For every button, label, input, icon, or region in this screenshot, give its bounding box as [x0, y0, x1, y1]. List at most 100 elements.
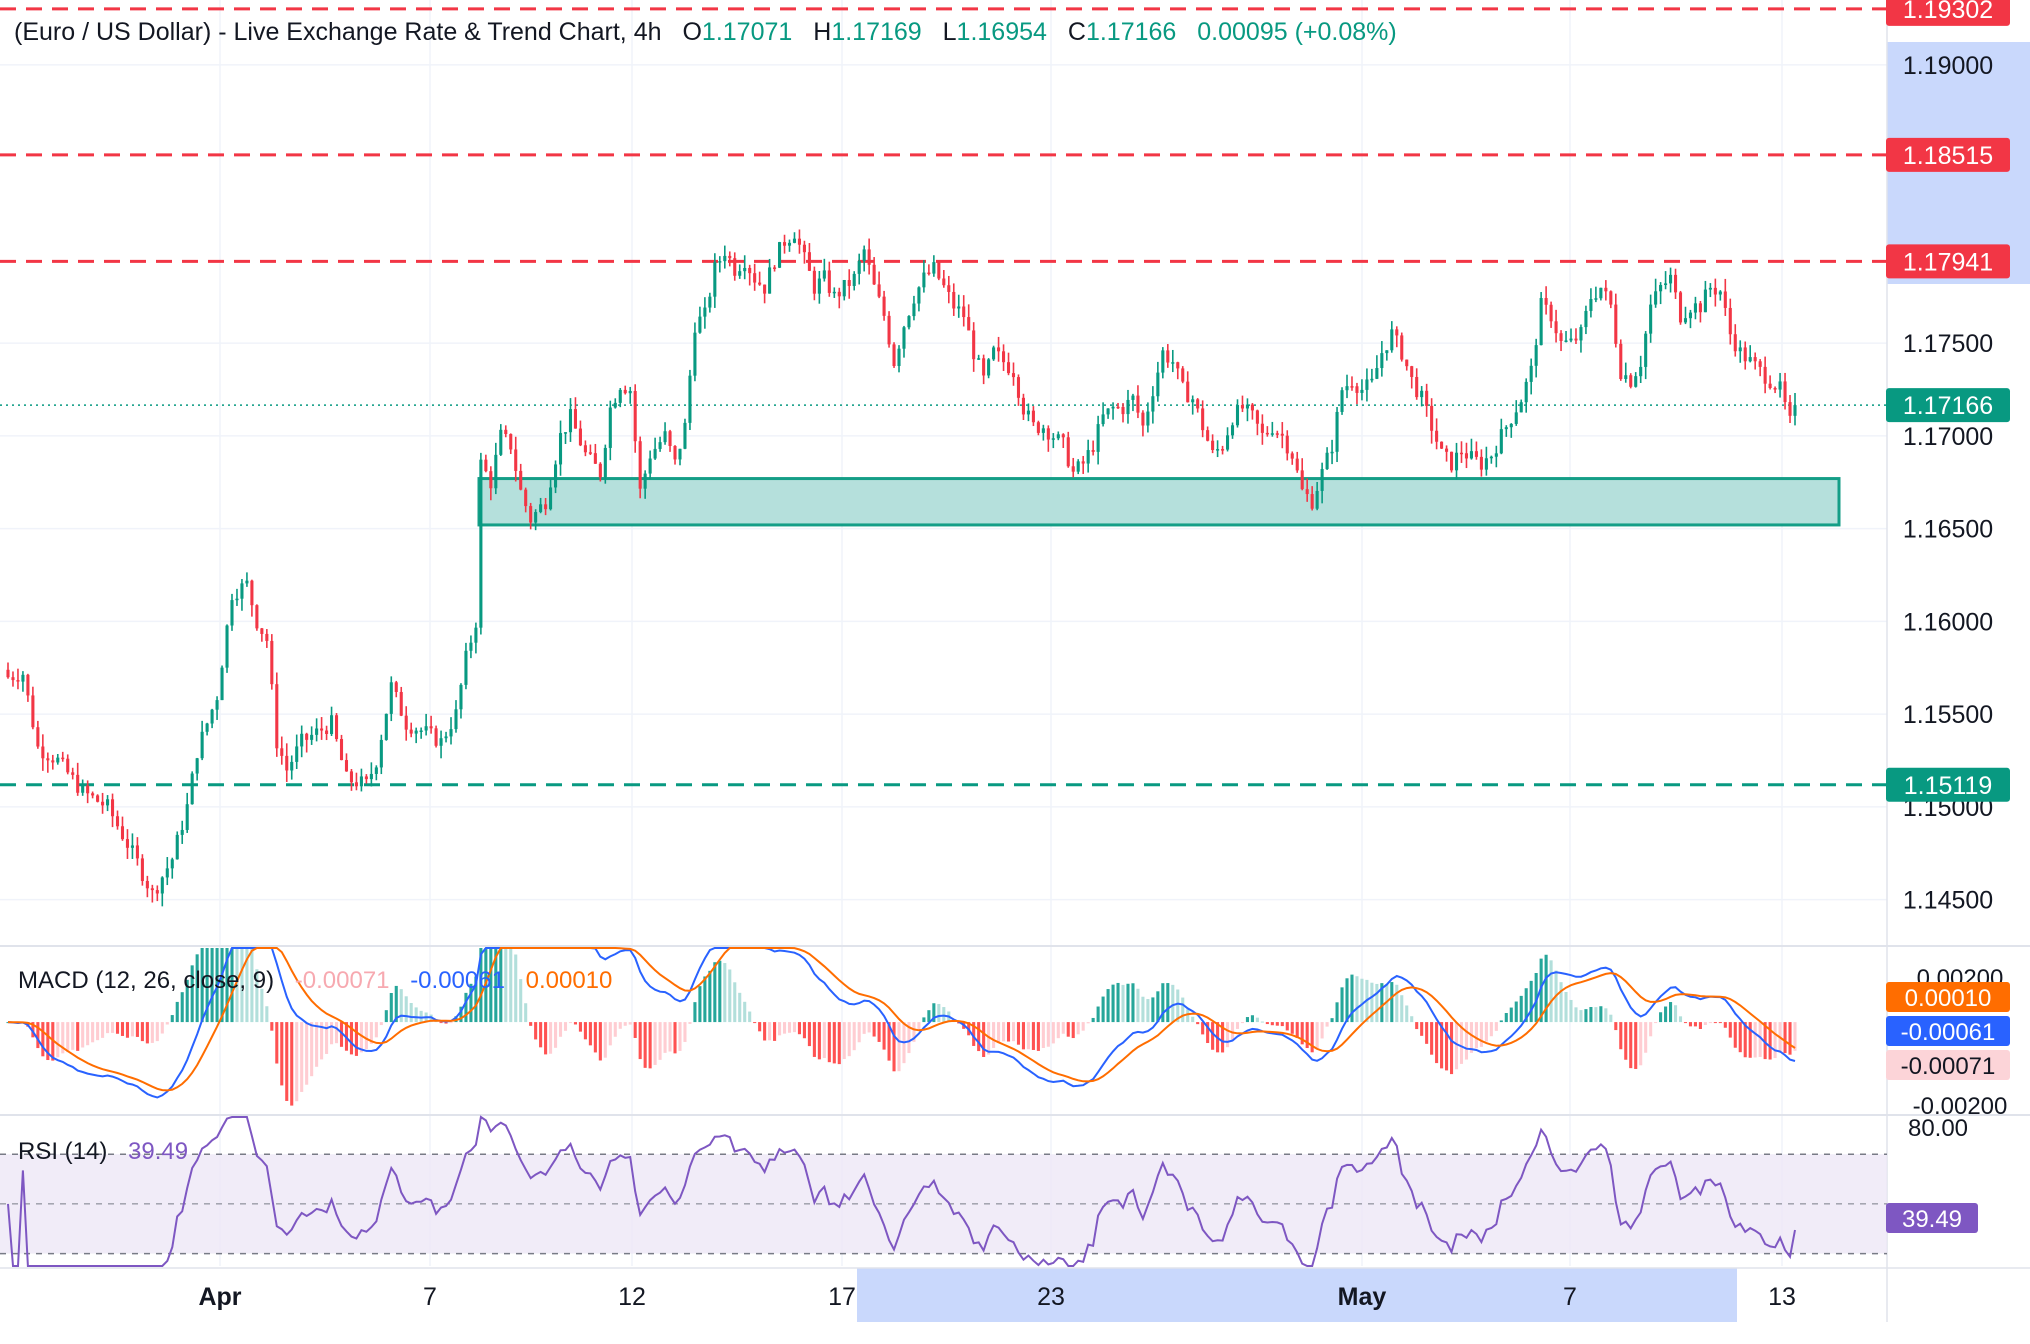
- macd-hist-bar: [339, 1022, 344, 1047]
- macd-hist-bar: [1106, 989, 1110, 1023]
- level-badge-1: [1886, 137, 2010, 172]
- macd-hist-bar: [295, 1022, 299, 1102]
- macd-hist-bar: [1315, 1022, 1319, 1049]
- macd-hist-bar: [200, 948, 204, 1023]
- macd-hist-bar: [1380, 983, 1384, 1023]
- candle-body: [394, 682, 398, 692]
- candle-body: [1295, 458, 1299, 471]
- macd-hist-bar: [708, 970, 712, 1023]
- candle-body: [1544, 298, 1548, 305]
- macd-hist-bar: [782, 1022, 787, 1034]
- macd-hist-bar: [1345, 978, 1349, 1023]
- candle-body: [892, 344, 896, 367]
- candle-body: [1131, 395, 1135, 400]
- time-axis[interactable]: Apr 7 12 17 23 May 7 13: [198, 1283, 1795, 1311]
- macd-hist-bar: [1335, 1002, 1339, 1023]
- macd-hist-bar: [469, 983, 473, 1023]
- macd-hist-bar: [787, 1022, 792, 1033]
- candle-body: [573, 409, 578, 429]
- time-label-7: 7: [423, 1283, 437, 1311]
- macd-hist-bar: [593, 1022, 597, 1053]
- candle-body: [1211, 440, 1215, 450]
- candle-body: [454, 709, 458, 730]
- candle-body: [932, 262, 936, 274]
- candle-body: [529, 506, 533, 523]
- macd-hist-bar: [195, 954, 199, 1023]
- candle-body: [544, 504, 548, 510]
- candle-body: [588, 452, 592, 454]
- candle-body: [205, 723, 209, 732]
- macd-hist-bar: [1464, 1022, 1469, 1060]
- candle-body: [867, 249, 871, 265]
- macd-hist-bar: [1430, 1022, 1434, 1055]
- macd-hist-bar: [892, 1022, 896, 1072]
- candle-body: [295, 746, 299, 762]
- macd-hist-bar: [101, 1022, 105, 1038]
- candle-body: [1011, 373, 1016, 378]
- macd-hist-bar: [1211, 1022, 1215, 1050]
- candle-body: [1504, 427, 1508, 430]
- candle-body: [1315, 490, 1319, 509]
- candle-body: [215, 700, 219, 710]
- macd-hist-bar: [1564, 992, 1568, 1023]
- candle-body: [1106, 408, 1110, 415]
- macd-hist-bar: [1290, 1022, 1294, 1034]
- candle-body: [479, 459, 483, 628]
- candle-body: [1619, 343, 1623, 380]
- candle-body: [245, 580, 249, 584]
- candle-body: [1589, 299, 1593, 311]
- candle-body: [1275, 433, 1279, 435]
- macd-hist-bar: [1574, 1007, 1578, 1023]
- time-label-apr: Apr: [198, 1283, 241, 1311]
- candle-body: [763, 284, 767, 294]
- candle-body: [310, 734, 314, 740]
- candle-body: [439, 738, 443, 746]
- candle-body: [1370, 378, 1374, 381]
- macd-hist-bar: [1390, 982, 1394, 1023]
- candle-body: [539, 504, 543, 513]
- candle-body: [1310, 494, 1314, 509]
- candle-body: [115, 816, 120, 827]
- candle-body: [827, 270, 831, 293]
- macd-hist-bar: [1499, 1020, 1503, 1023]
- candle-body: [912, 303, 916, 317]
- candle-body: [200, 731, 204, 759]
- candle-body: [1191, 399, 1195, 403]
- macd-hist-bar: [1659, 1012, 1663, 1023]
- candle-body: [185, 804, 189, 830]
- candle-body: [1474, 451, 1478, 457]
- candle-body: [1624, 375, 1628, 380]
- macd-hist-bar: [394, 985, 398, 1023]
- macd-hist-bar: [1036, 1022, 1040, 1051]
- candle-body: [96, 795, 100, 802]
- candle-body: [1753, 357, 1757, 362]
- candle-body: [1225, 435, 1230, 450]
- macd-hist-bar: [1768, 1022, 1772, 1060]
- candle-body: [902, 327, 906, 349]
- candle-body: [106, 799, 110, 806]
- macd-hist-bar: [379, 1022, 383, 1026]
- macd-hist-bar: [1225, 1022, 1230, 1048]
- candle-body: [459, 684, 463, 710]
- candle-body: [449, 729, 453, 737]
- macd-hist-bar: [76, 1022, 80, 1051]
- candle-body: [1688, 312, 1693, 319]
- macd-hist-bar: [1678, 1016, 1683, 1023]
- candle-body: [1793, 405, 1797, 416]
- candle-body: [738, 271, 742, 276]
- macd-hist-bar: [987, 1022, 991, 1055]
- candle-body: [1255, 410, 1259, 424]
- candle-body: [1136, 395, 1140, 413]
- candle-body: [384, 713, 388, 740]
- candle-body: [330, 715, 334, 734]
- candle-body: [1678, 292, 1683, 323]
- macd-hist-bar: [633, 1022, 637, 1038]
- candle-body: [474, 627, 478, 643]
- macd-hist-bar: [1644, 1022, 1648, 1053]
- macd-hist-bar: [1629, 1022, 1633, 1069]
- macd-hist-bar: [1459, 1022, 1464, 1064]
- candle-body: [872, 264, 876, 285]
- candle-body: [444, 736, 448, 739]
- macd-hist-bar: [494, 948, 498, 1023]
